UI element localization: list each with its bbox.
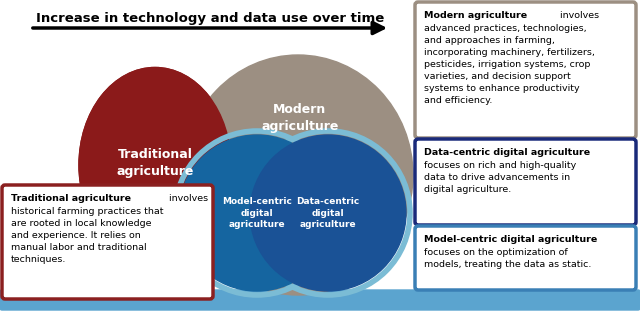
FancyBboxPatch shape <box>415 226 636 290</box>
Text: Data-centric digital agriculture: Data-centric digital agriculture <box>424 148 590 157</box>
Ellipse shape <box>183 55 413 295</box>
Ellipse shape <box>79 67 231 262</box>
Text: Increase in technology and data use over time: Increase in technology and data use over… <box>36 12 384 25</box>
FancyBboxPatch shape <box>2 185 213 299</box>
FancyBboxPatch shape <box>0 290 640 310</box>
Ellipse shape <box>79 67 231 262</box>
Text: Traditional
agriculture: Traditional agriculture <box>116 148 194 178</box>
Text: Model-centric digital agriculture: Model-centric digital agriculture <box>424 235 597 244</box>
FancyBboxPatch shape <box>415 2 636 138</box>
Text: historical farming practices that
are rooted in local knowledge
and experience. : historical farming practices that are ro… <box>11 207 163 264</box>
Text: Data-centric
digital
agriculture: Data-centric digital agriculture <box>296 197 360 229</box>
Text: Modern agriculture: Modern agriculture <box>424 11 527 20</box>
Circle shape <box>179 135 335 291</box>
Text: involves: involves <box>557 11 599 20</box>
Text: Traditional agriculture: Traditional agriculture <box>11 194 131 203</box>
Text: involves: involves <box>166 194 208 203</box>
Text: Model-centric
digital
agriculture: Model-centric digital agriculture <box>222 197 292 229</box>
Text: focuses on rich and high-quality
data to drive advancements in
digital agricultu: focuses on rich and high-quality data to… <box>424 160 576 194</box>
Text: focuses on the optimization of
models, treating the data as static.: focuses on the optimization of models, t… <box>424 248 591 269</box>
Ellipse shape <box>168 143 262 243</box>
Circle shape <box>250 135 406 291</box>
FancyBboxPatch shape <box>415 139 636 225</box>
Text: advanced practices, technologies,
and approaches in farming,
incorporating machi: advanced practices, technologies, and ap… <box>424 24 595 105</box>
Text: Modern
agriculture: Modern agriculture <box>261 103 339 133</box>
